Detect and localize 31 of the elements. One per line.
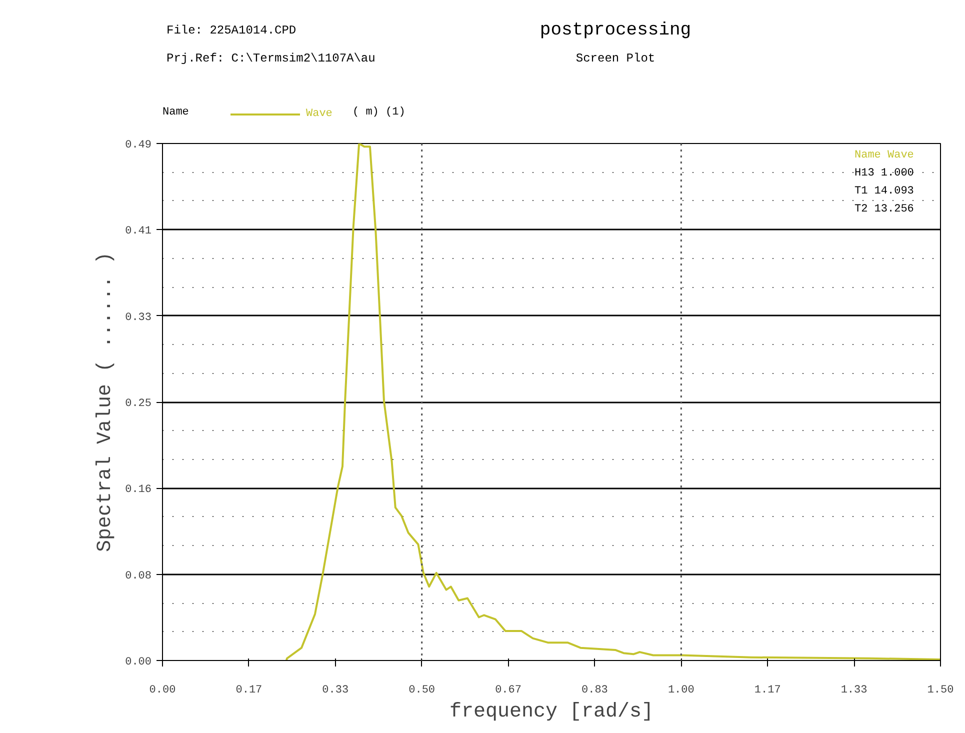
text: File: 225A1014.CPD bbox=[166, 24, 296, 38]
x-axis-title: frequency [rad/s] bbox=[449, 700, 654, 724]
y-axis-title: Spectral Value ( ...... ) bbox=[94, 252, 118, 552]
x-tick-label: 0.83 bbox=[582, 684, 608, 696]
x-tick-label: 1.33 bbox=[840, 684, 868, 696]
y-tick-label: 0.25 bbox=[125, 398, 152, 410]
y-tick-label: 0.41 bbox=[125, 226, 152, 238]
x-tick-label: 0.67 bbox=[495, 684, 522, 696]
y-tick-label: 0.16 bbox=[125, 484, 152, 496]
x-tick-label: 0.33 bbox=[322, 684, 349, 696]
x-tick-label: 1.17 bbox=[754, 684, 781, 696]
chart-title: postprocessing bbox=[540, 20, 692, 40]
annotation: H13 1.000 bbox=[854, 168, 914, 180]
x-tick-label: 0.17 bbox=[236, 684, 262, 696]
y-tick-label: 0.33 bbox=[125, 312, 152, 324]
annotation: T1 14.093 bbox=[854, 186, 914, 198]
text: ( m) (1) bbox=[352, 106, 406, 118]
text: Prj.Ref: C:\Termsim2\1107A\au bbox=[166, 52, 376, 66]
x-tick-label: 1.50 bbox=[927, 684, 954, 696]
x-tick-label: 1.00 bbox=[668, 684, 694, 696]
x-tick-label: 0.00 bbox=[149, 684, 176, 696]
chart-subtitle: Screen Plot bbox=[576, 52, 656, 66]
line-series bbox=[285, 144, 940, 660]
x-tick-label: 0.50 bbox=[408, 684, 436, 696]
y-tick-label: 0.49 bbox=[125, 140, 152, 152]
text: Wave bbox=[306, 108, 332, 120]
legend-title: Name bbox=[162, 106, 189, 118]
annotation: T2 13.256 bbox=[854, 204, 914, 216]
y-tick-label: 0.08 bbox=[125, 570, 152, 582]
annotation: Name Wave bbox=[854, 150, 914, 162]
y-tick-label: 0.00 bbox=[125, 656, 152, 668]
